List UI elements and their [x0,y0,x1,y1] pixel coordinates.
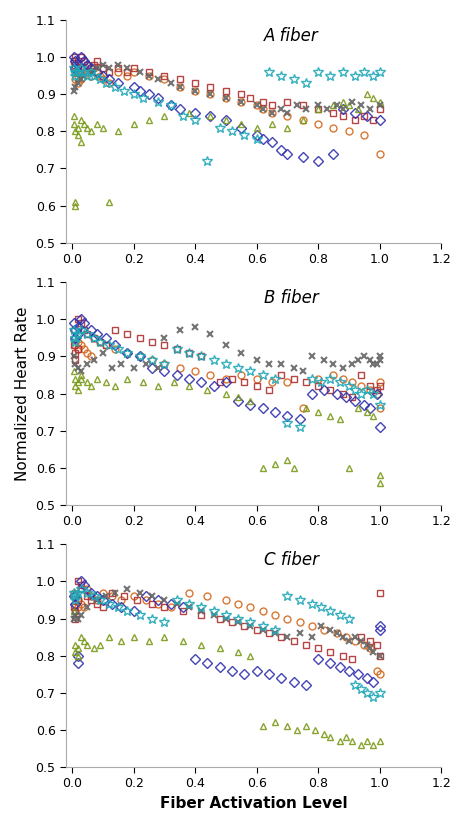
X-axis label: Fiber Activation Level: Fiber Activation Level [160,796,347,811]
Y-axis label: Normalized Heart Rate: Normalized Heart Rate [15,306,30,481]
Text: B fiber: B fiber [264,289,318,307]
Text: A fiber: A fiber [264,26,318,45]
Text: C fiber: C fiber [264,551,319,569]
